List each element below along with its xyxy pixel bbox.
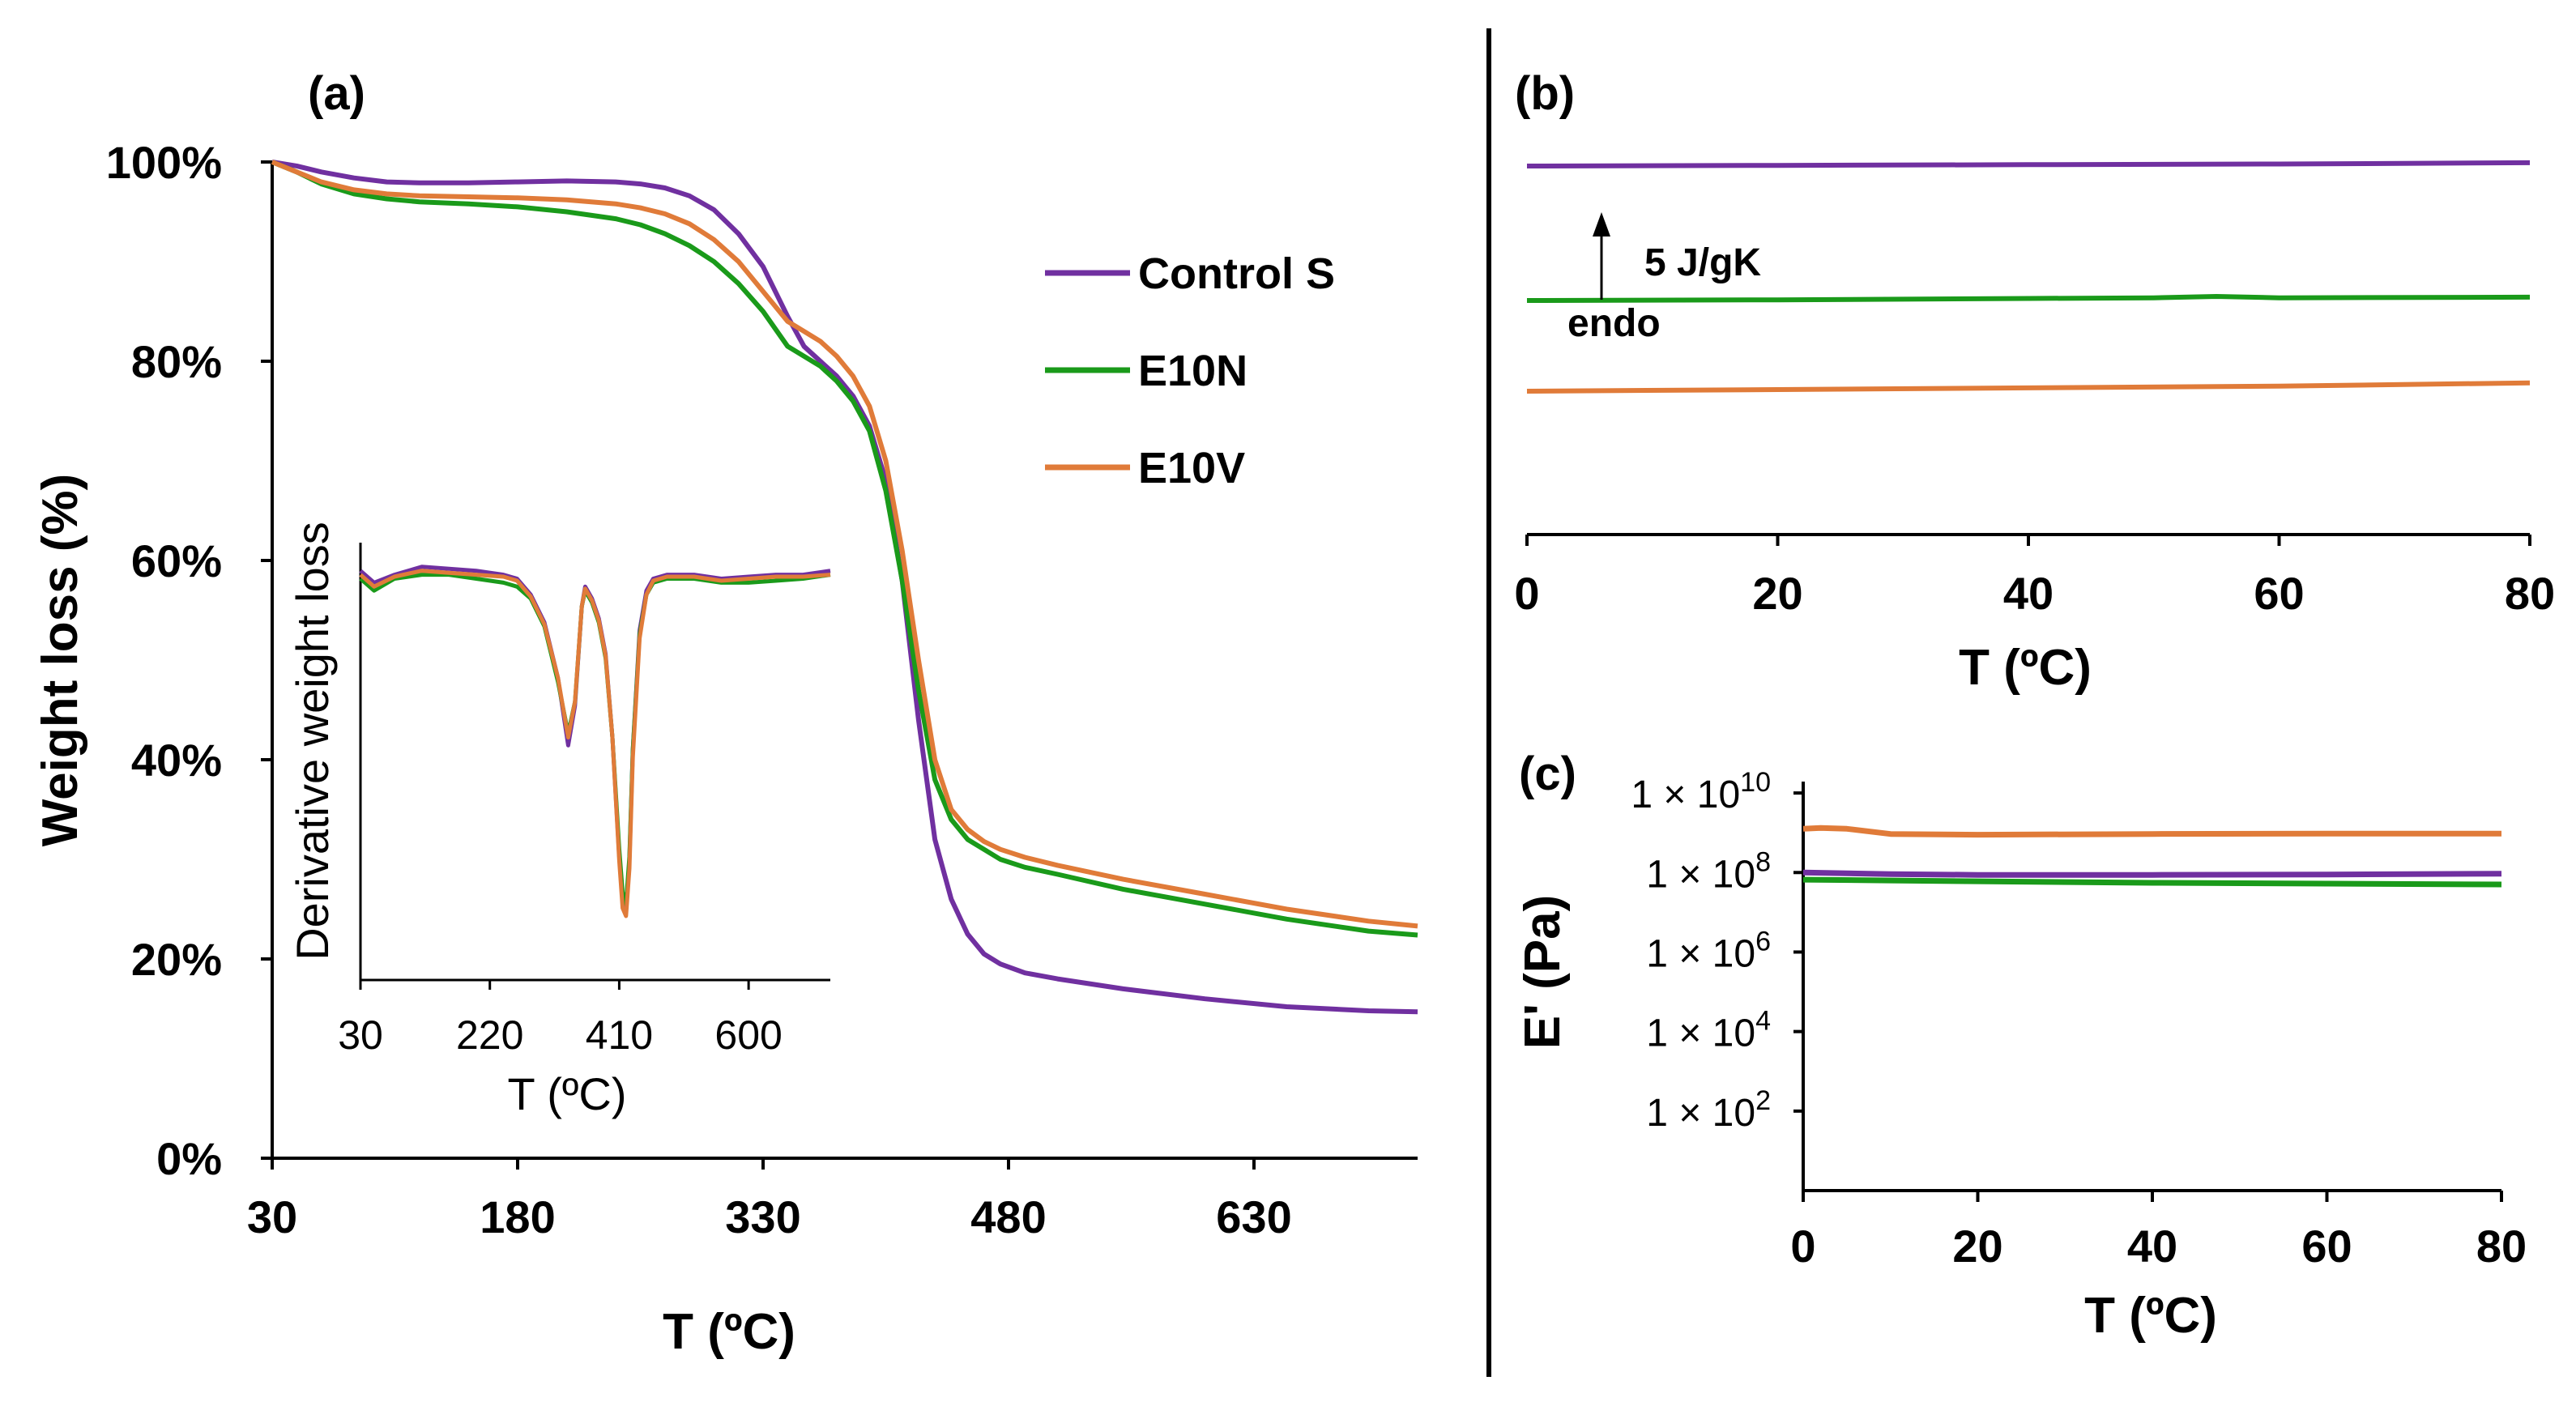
- c-y-tick-exponent: 6: [1755, 926, 1771, 957]
- c-x-tick-label: 20: [1952, 1221, 2002, 1272]
- b-line-control-s: [1526, 160, 2531, 168]
- panel-b: (b) 0 20 40 60 80 T (ºC) 5 J/gK endo: [1514, 67, 2555, 696]
- inset-x-tick-label: 600: [714, 1012, 782, 1058]
- endo-arrow-icon: [1593, 212, 1610, 236]
- panel-a-y-label: Weight loss (%): [32, 474, 88, 846]
- c-x-tick-label: 80: [2476, 1221, 2527, 1272]
- inset-x-tick-label: 30: [338, 1012, 383, 1058]
- series-line-control-s: [271, 160, 1418, 1015]
- series-line-e10v: [271, 160, 1418, 929]
- panel-c-x-ticks: 0 20 40 60 80: [1790, 1191, 2527, 1272]
- a-x-tick-label: 480: [970, 1191, 1046, 1242]
- c-y-tick-base: 1 × 10: [1646, 1092, 1755, 1135]
- panel-a-series: [271, 160, 1418, 1015]
- inset-x-tick-label: 220: [456, 1012, 523, 1058]
- legend-label-e10v: E10V: [1138, 444, 1245, 492]
- legend-label-control-s: Control S: [1138, 249, 1335, 298]
- series-line-e10n: [271, 160, 1418, 938]
- panel-b-label: (b): [1515, 67, 1575, 120]
- a-y-tick-label: 80%: [131, 336, 222, 387]
- panel-a-y-ticks: 0% 20% 40% 60% 80% 100%: [106, 137, 272, 1184]
- a-x-tick-label: 330: [725, 1191, 800, 1242]
- c-x-tick-label: 60: [2301, 1221, 2352, 1272]
- c-y-tick-exponent: 8: [1755, 846, 1771, 877]
- c-x-tick-label: 0: [1790, 1221, 1815, 1272]
- inset-line-e10v: [359, 569, 831, 918]
- inset-x-tick-label: 410: [586, 1012, 653, 1058]
- panel-a-x-label: T (ºC): [663, 1304, 795, 1360]
- panel-a-legend: Control S E10N E10V: [1045, 249, 1335, 492]
- a-x-tick-label: 630: [1216, 1191, 1291, 1242]
- panel-b-x-ticks: 0 20 40 60 80: [1514, 535, 2555, 619]
- inset-x-label: T (ºC): [508, 1068, 627, 1119]
- a-x-tick-label: 180: [480, 1191, 555, 1242]
- panel-b-x-label: T (ºC): [1959, 640, 2092, 696]
- c-line-e10v: [1802, 825, 2501, 838]
- c-y-tick-base: 1 × 10: [1646, 1012, 1755, 1055]
- b-x-tick-label: 80: [2505, 568, 2555, 619]
- panel-a-inset: 30 220 410 600 T (ºC) Derivative weight los…: [287, 522, 831, 1119]
- c-y-tick-label: 1 × 108: [1646, 846, 1771, 896]
- panel-c-label: (c): [1519, 748, 1576, 800]
- panel-b-series: [1526, 160, 2531, 394]
- c-y-tick-base: 1 × 10: [1631, 773, 1740, 816]
- b-x-tick-label: 60: [2254, 568, 2304, 619]
- b-line-e10v: [1526, 380, 2531, 394]
- a-y-tick-label: 20%: [131, 934, 222, 985]
- b-x-tick-label: 20: [1752, 568, 1802, 619]
- c-y-tick-label: 1 × 104: [1646, 1006, 1771, 1055]
- inset-x-ticks: 30 220 410 600: [338, 980, 783, 1058]
- c-line-e10n: [1802, 876, 2502, 888]
- c-y-tick-exponent: 2: [1755, 1085, 1771, 1116]
- panel-a-x-ticks: 30 180 330 480 630: [247, 1158, 1292, 1242]
- panel-a: (a) 0% 20% 40% 60% 80% 100% 30 180 330 480 630 T …: [32, 67, 1418, 1360]
- scale-label: 5 J/gK: [1644, 241, 1761, 284]
- b-line-e10n: [1526, 294, 2531, 303]
- a-x-tick-label: 30: [247, 1191, 297, 1242]
- panel-a-label: (a): [308, 67, 365, 120]
- inset-series: [359, 565, 831, 918]
- c-y-tick-base: 1 × 10: [1646, 853, 1755, 896]
- b-x-tick-label: 0: [1514, 568, 1539, 619]
- inset-y-label: Derivative weight loss: [287, 522, 338, 961]
- a-y-tick-label: 100%: [106, 137, 222, 188]
- c-y-tick-exponent: 4: [1755, 1006, 1771, 1037]
- c-y-tick-label: 1 × 106: [1646, 926, 1771, 975]
- c-y-tick-label: 1 × 102: [1646, 1085, 1771, 1135]
- b-x-tick-label: 40: [2003, 568, 2054, 619]
- c-line-control-s: [1802, 869, 2502, 878]
- a-y-tick-label: 0%: [156, 1133, 222, 1184]
- c-y-tick-exponent: 10: [1740, 767, 1771, 798]
- legend-label-e10n: E10N: [1138, 347, 1247, 395]
- panel-c-x-label: T (ºC): [2084, 1288, 2217, 1344]
- c-y-tick-label: 1 × 1010: [1631, 767, 1771, 816]
- panel-c-y-label: E' (Pa): [1515, 895, 1571, 1049]
- a-y-tick-label: 40%: [131, 735, 222, 786]
- c-y-tick-base: 1 × 10: [1646, 932, 1755, 975]
- endo-label: endo: [1567, 302, 1661, 345]
- a-y-tick-label: 60%: [131, 535, 222, 586]
- panel-c-series: [1802, 825, 2502, 888]
- c-x-tick-label: 40: [2127, 1221, 2177, 1272]
- inset-line-e10n: [359, 573, 831, 906]
